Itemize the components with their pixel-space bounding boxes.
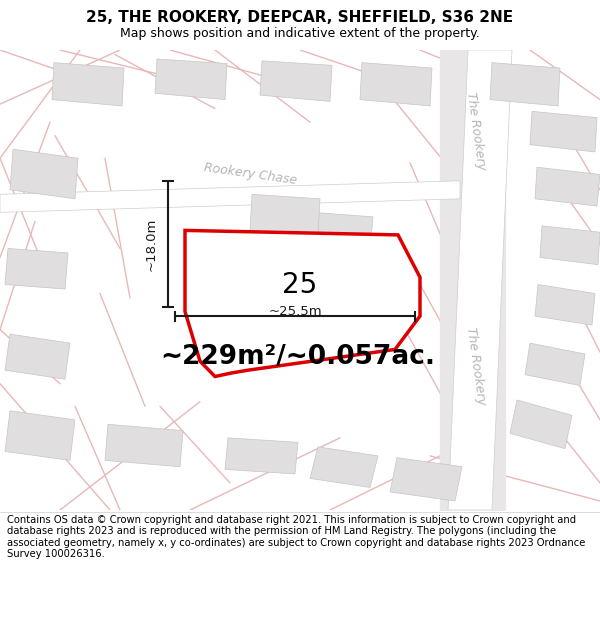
- Text: ~18.0m: ~18.0m: [145, 217, 158, 271]
- Text: ~25.5m: ~25.5m: [268, 305, 322, 318]
- Polygon shape: [0, 181, 460, 213]
- Text: The Rookery: The Rookery: [464, 91, 488, 171]
- Polygon shape: [448, 50, 512, 510]
- Polygon shape: [10, 149, 78, 199]
- Text: ~229m²/~0.057ac.: ~229m²/~0.057ac.: [160, 344, 435, 369]
- Text: The Rookery: The Rookery: [464, 326, 488, 406]
- Polygon shape: [530, 111, 597, 152]
- Polygon shape: [260, 61, 332, 101]
- Polygon shape: [225, 438, 298, 474]
- Polygon shape: [510, 400, 572, 449]
- Polygon shape: [5, 334, 70, 379]
- Polygon shape: [540, 226, 600, 264]
- Polygon shape: [310, 447, 378, 488]
- Polygon shape: [525, 343, 585, 386]
- Text: Map shows position and indicative extent of the property.: Map shows position and indicative extent…: [120, 27, 480, 40]
- Polygon shape: [390, 458, 462, 501]
- Polygon shape: [52, 62, 124, 106]
- Polygon shape: [490, 62, 560, 106]
- Polygon shape: [535, 168, 600, 206]
- Polygon shape: [360, 62, 432, 106]
- Polygon shape: [535, 284, 595, 325]
- Polygon shape: [5, 411, 75, 461]
- Polygon shape: [250, 194, 320, 235]
- Text: Contains OS data © Crown copyright and database right 2021. This information is : Contains OS data © Crown copyright and d…: [7, 514, 586, 559]
- Polygon shape: [185, 231, 420, 376]
- Polygon shape: [105, 424, 183, 467]
- Text: 25: 25: [283, 271, 317, 299]
- Polygon shape: [310, 213, 373, 248]
- Polygon shape: [155, 59, 227, 99]
- Text: Rookery Chase: Rookery Chase: [203, 161, 298, 188]
- Text: 25, THE ROOKERY, DEEPCAR, SHEFFIELD, S36 2NE: 25, THE ROOKERY, DEEPCAR, SHEFFIELD, S36…: [86, 10, 514, 25]
- Polygon shape: [5, 248, 68, 289]
